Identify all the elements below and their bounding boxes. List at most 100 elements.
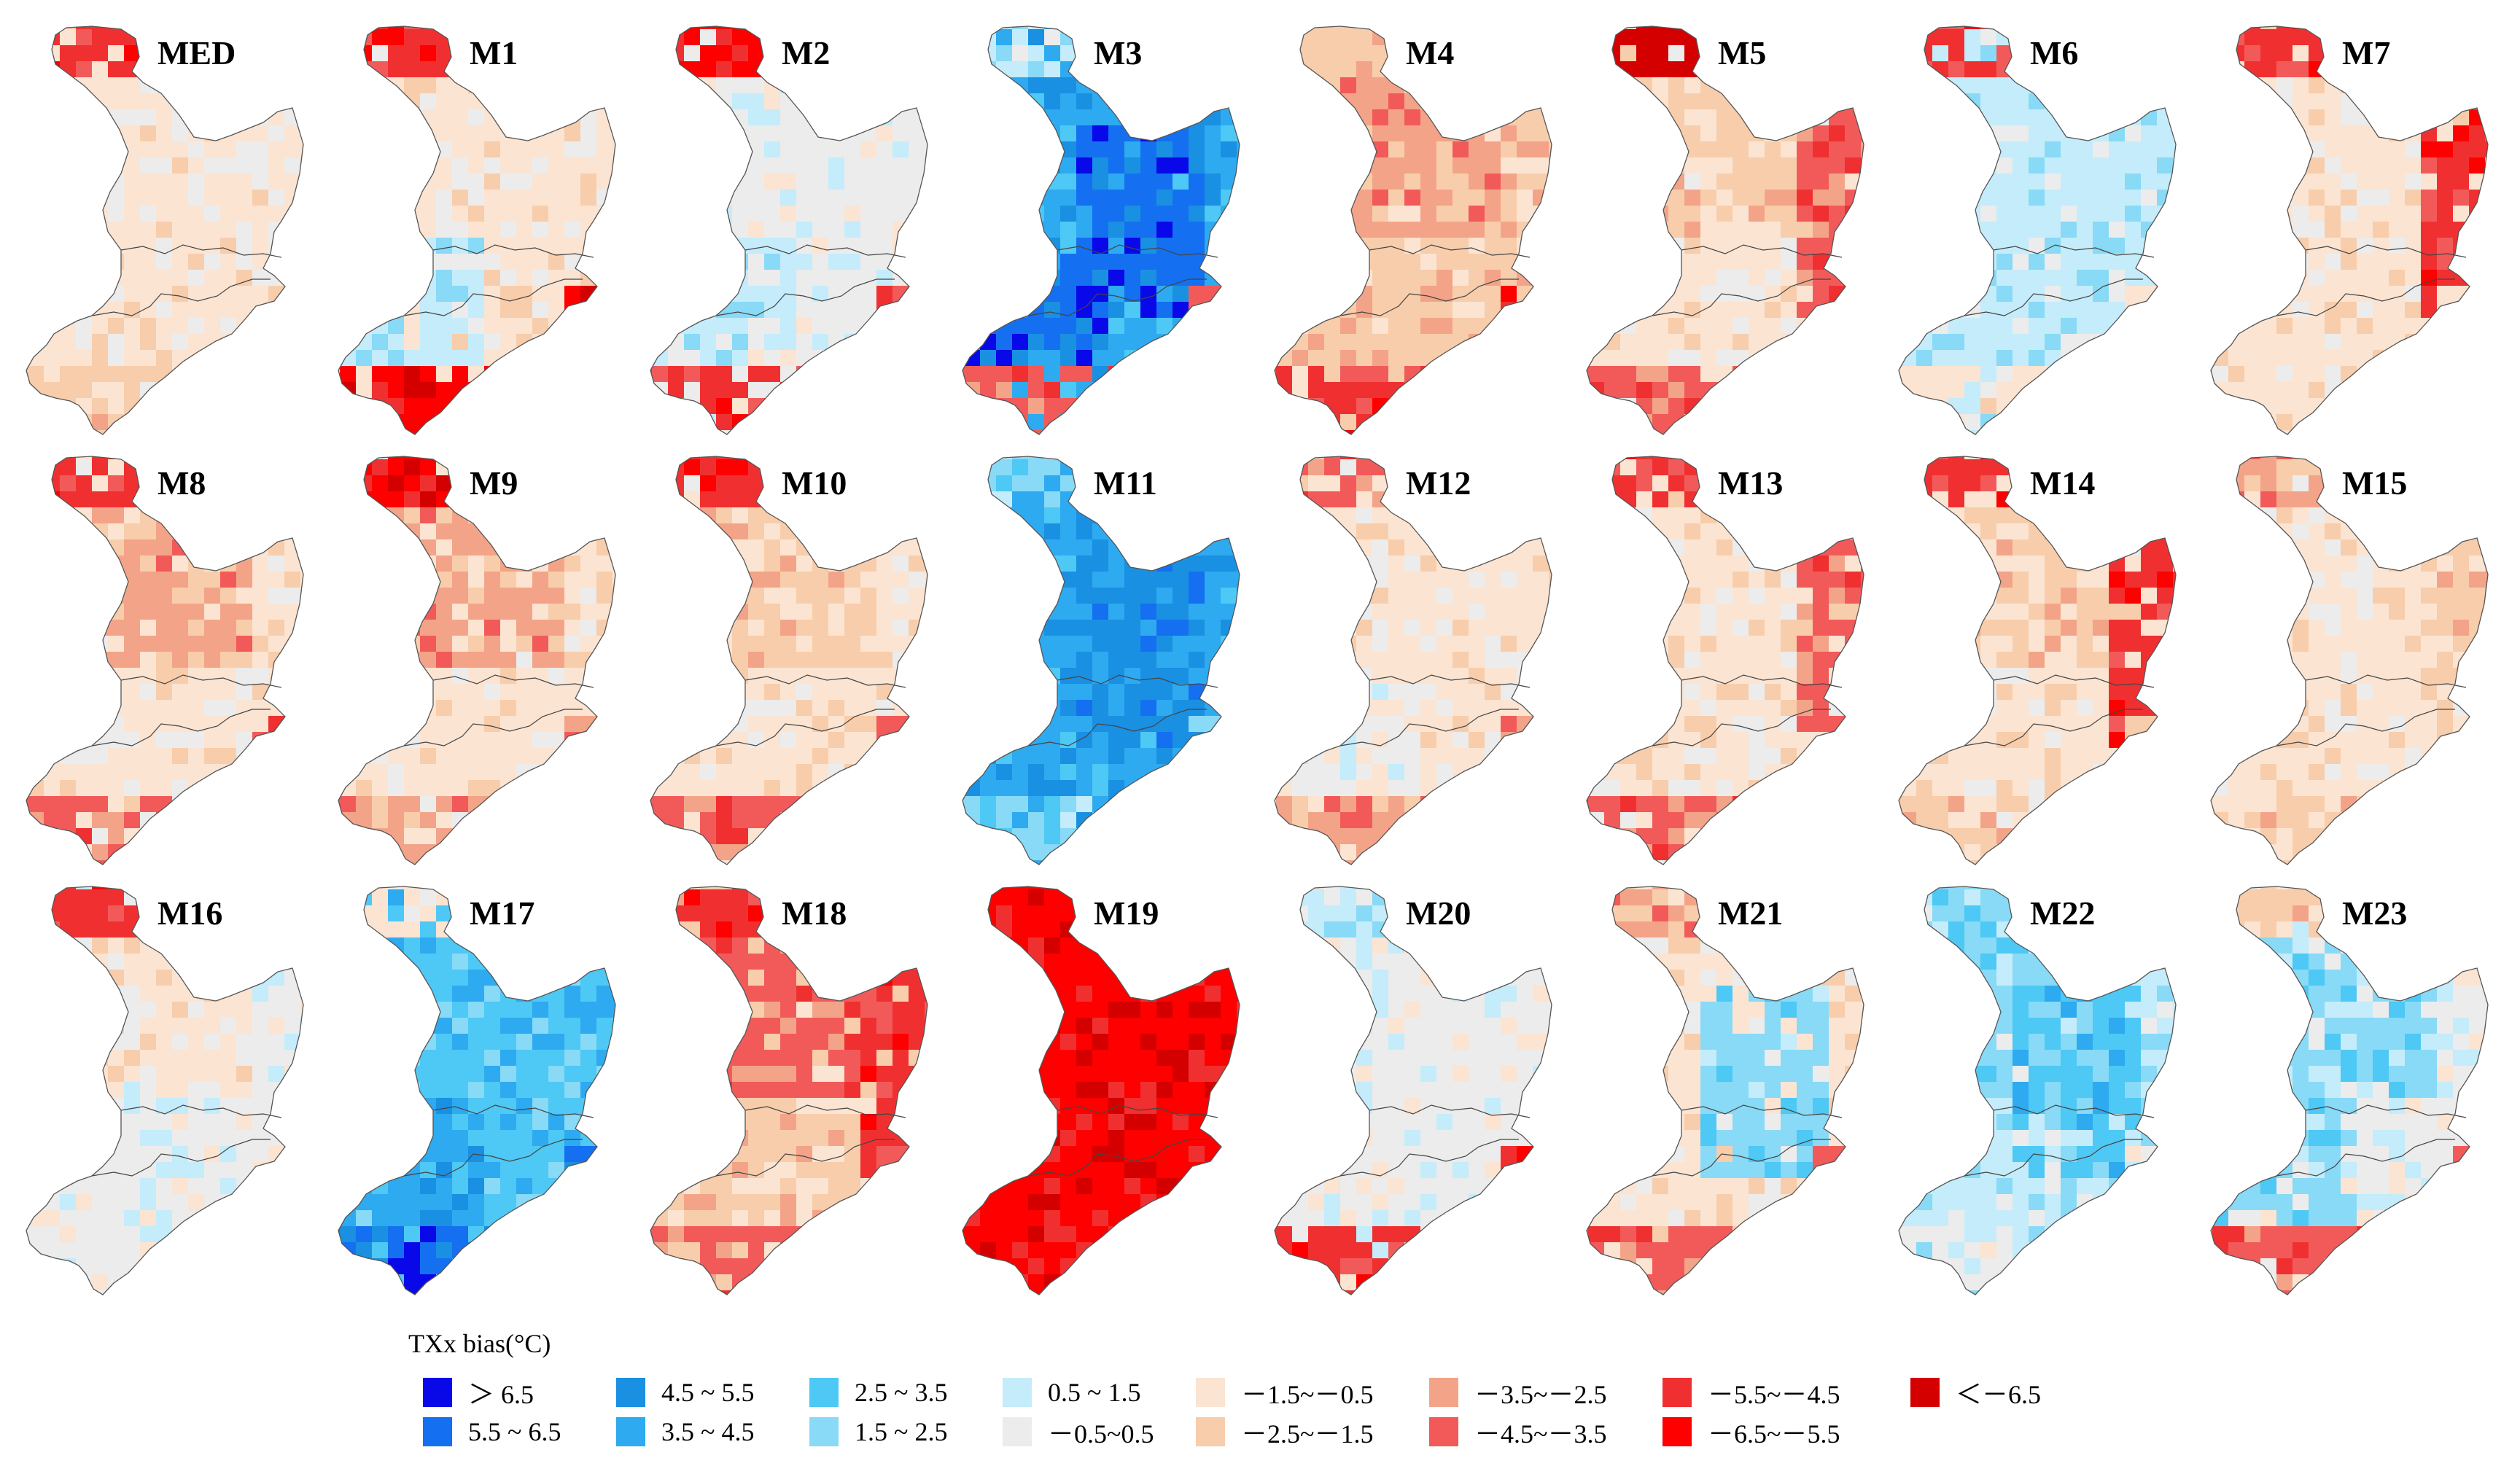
region-outline <box>962 456 1240 865</box>
map-m6 <box>1898 26 2177 435</box>
legend-swatch <box>616 1378 645 1407</box>
legend-title: TXx bias(°C) <box>408 1329 551 1358</box>
map-panel-m8: M8 <box>12 443 325 873</box>
province-boundary <box>1369 674 1531 688</box>
legend-swatch <box>809 1378 839 1407</box>
region-outline <box>1898 456 2177 865</box>
legend-item: －2.5~－1.5 <box>1196 1416 1374 1449</box>
province-boundary <box>1652 1139 1831 1177</box>
legend-swatch <box>1196 1378 1225 1407</box>
region-outline <box>1586 26 1864 435</box>
province-boundary <box>1057 674 1218 688</box>
legend-label: ＜－6.5 <box>1956 1380 2042 1409</box>
province-boundary <box>2276 1139 2455 1177</box>
map-panel-m2: M2 <box>636 13 949 443</box>
panel-label: M14 <box>2030 464 2096 502</box>
bias-cells <box>1899 26 2176 434</box>
province-boundary <box>1027 709 1207 746</box>
region-outline <box>1274 886 1552 1295</box>
region-outline <box>962 886 1240 1295</box>
bias-cells <box>2211 456 2488 865</box>
legend-item: 1.5 ~ 2.5 <box>809 1416 947 1448</box>
map-m10 <box>650 456 928 865</box>
map-panel-m21: M21 <box>1572 873 1886 1303</box>
map-m8 <box>26 456 304 865</box>
region-outline <box>650 886 928 1295</box>
map-m13 <box>1586 456 1864 865</box>
map-panel-m23: M23 <box>2196 873 2510 1303</box>
map-m15 <box>2210 456 2489 865</box>
region-outline <box>26 886 304 1295</box>
map-panel-m18: M18 <box>636 873 949 1303</box>
panel-label: M9 <box>470 464 518 502</box>
province-boundary <box>1681 1104 1843 1118</box>
bias-cells <box>962 886 1240 1295</box>
panel-label: M18 <box>782 894 847 932</box>
province-boundary <box>2305 674 2467 688</box>
province-boundary <box>2305 244 2467 258</box>
province-boundary <box>91 278 271 316</box>
map-m4 <box>1274 26 1552 435</box>
province-boundary <box>403 709 583 746</box>
province-boundary <box>120 244 282 258</box>
panel-label: M8 <box>158 464 206 502</box>
region-outline <box>2210 886 2489 1295</box>
legend-swatch <box>423 1378 452 1407</box>
map-panel-m22: M22 <box>1884 873 2198 1303</box>
region-outline <box>26 26 304 435</box>
panel-label: M19 <box>1094 894 1159 932</box>
map-m20 <box>1274 886 1552 1295</box>
map-m2 <box>650 26 928 435</box>
map-m1 <box>338 26 616 435</box>
panel-label: M5 <box>1718 34 1767 71</box>
legend-swatch <box>1662 1417 1692 1446</box>
region-outline <box>2210 456 2489 865</box>
legend-swatch <box>1196 1417 1225 1446</box>
region-outline <box>650 456 928 865</box>
province-boundary <box>1369 1104 1531 1118</box>
map-m21 <box>1586 886 1864 1295</box>
legend-label: －0.5~0.5 <box>1048 1419 1154 1449</box>
map-panel-m1: M1 <box>324 13 637 443</box>
legend-swatch <box>1429 1378 1458 1407</box>
bias-cells <box>26 886 303 1295</box>
legend-swatch <box>1429 1417 1458 1446</box>
legend-item: －0.5~0.5 <box>1003 1416 1154 1449</box>
province-boundary <box>1339 278 1519 316</box>
map-med <box>26 26 304 435</box>
panel-label: M10 <box>782 464 847 502</box>
map-panel-m5: M5 <box>1572 13 1886 443</box>
province-boundary <box>1027 1139 1207 1177</box>
legend-label: 1.5 ~ 2.5 <box>855 1417 948 1446</box>
panel-label: M20 <box>1406 894 1471 932</box>
legend-label: －2.5~－1.5 <box>1241 1419 1374 1449</box>
panel-label: M7 <box>2342 34 2391 71</box>
bias-cells <box>2211 886 2488 1295</box>
map-panel-m7: M7 <box>2196 13 2510 443</box>
legend-item: －6.5~－5.5 <box>1662 1416 1840 1449</box>
legend-item: 5.5 ~ 6.5 <box>423 1416 561 1448</box>
map-panel-m11: M11 <box>948 443 1261 873</box>
legend-label: 2.5 ~ 3.5 <box>855 1378 948 1407</box>
region-outline <box>1898 886 2177 1295</box>
map-panel-m10: M10 <box>636 443 949 873</box>
bias-cells <box>26 26 303 434</box>
panel-label: M13 <box>1718 464 1784 502</box>
bias-cells <box>650 456 928 865</box>
province-boundary <box>1964 1139 2143 1177</box>
map-m18 <box>650 886 928 1295</box>
legend-label: －4.5~－3.5 <box>1474 1419 1607 1449</box>
bias-cells <box>1587 886 1864 1295</box>
legend-label: 0.5 ~ 1.5 <box>1048 1378 1141 1407</box>
legend-label: 4.5 ~ 5.5 <box>661 1378 755 1407</box>
province-boundary <box>432 674 594 688</box>
province-boundary <box>1993 674 2155 688</box>
province-boundary <box>2276 709 2455 746</box>
province-boundary <box>403 1139 583 1177</box>
map-panel-m19: M19 <box>948 873 1261 1303</box>
legend-item: 2.5 ~ 3.5 <box>809 1376 947 1408</box>
map-panel-m12: M12 <box>1260 443 1574 873</box>
province-boundary <box>1993 244 2155 258</box>
panel-label: M23 <box>2342 894 2408 932</box>
region-outline <box>338 886 616 1295</box>
